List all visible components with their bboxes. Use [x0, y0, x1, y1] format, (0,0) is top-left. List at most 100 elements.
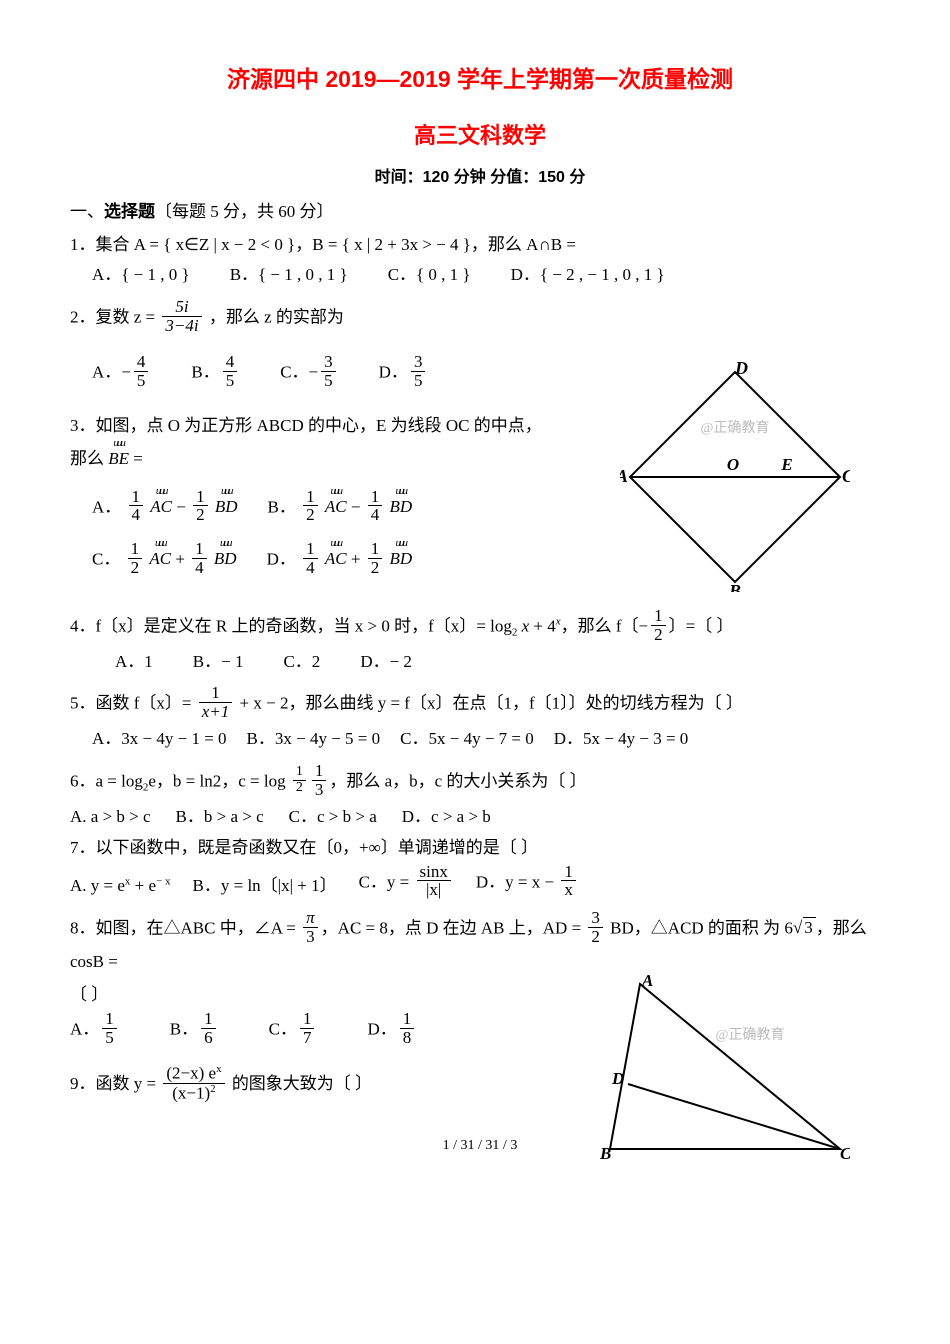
section-1-head: 一、选择题〔每题 5 分，共 60 分〕	[70, 198, 890, 227]
q9-post: 的图象大致为〔 〕	[232, 1074, 372, 1093]
d: x	[561, 881, 576, 899]
q5-opt-a: A．3x − 4y − 1 = 0	[92, 725, 227, 754]
n: 1	[368, 488, 383, 507]
d: 5	[102, 1029, 117, 1047]
question-7: 7．以下函数中，既是奇函数又在〔0，+∞〕单调递增的是〔 〕	[70, 834, 890, 863]
n: 1	[312, 762, 327, 781]
n: sinx	[417, 863, 451, 882]
n: 1	[128, 540, 143, 559]
q8-opt-b: B．16	[170, 1012, 219, 1049]
q3-opt-d: D． 14 AC + 12 BD	[267, 542, 413, 579]
nx: x	[216, 1063, 222, 1075]
d: x+1	[199, 703, 233, 721]
f: 15	[99, 1010, 120, 1047]
n: 1	[368, 540, 383, 559]
d: |x|	[417, 881, 451, 899]
q1-opt-d: D．{ − 2 , − 1 , 0 , 1 }	[511, 261, 665, 290]
n: 3	[588, 909, 603, 928]
op: −	[351, 497, 365, 516]
q9-frac: (2−x) ex (x−1)2	[160, 1064, 227, 1102]
pre: A．	[92, 497, 121, 516]
q8-mid2: BD，△ACD 的面积 为 6	[606, 918, 793, 937]
d: 2	[293, 781, 306, 796]
q7-opt-c: C．y = sinx|x|	[359, 865, 454, 902]
pre: D．	[476, 872, 505, 891]
q2d-pre: D．	[379, 362, 408, 381]
d: 3	[312, 781, 327, 799]
q6-opt-b: B．b > a > c	[176, 803, 264, 832]
vec-AC: AC	[150, 493, 172, 522]
q2-pre: 2．复数 z =	[70, 308, 159, 327]
q8-mid1: ，AC = 8，点 D 在边 AB 上，AD =	[321, 918, 586, 937]
n: 1	[102, 1010, 117, 1029]
q8-opt-c: C．17	[269, 1012, 318, 1049]
figure-triangle-abc: A B C D @正确教育	[600, 974, 850, 1164]
q3-opt-c: C． 12 AC + 14 BD	[92, 542, 237, 579]
n: 1	[199, 684, 233, 703]
q2-post: ，那么 z 的实部为	[209, 308, 344, 327]
q2a-frac: 45	[131, 353, 152, 390]
q9-y: y =	[134, 1074, 161, 1093]
d: 6	[201, 1029, 216, 1047]
d: 4	[303, 559, 318, 577]
q2-opt-a: A．−45	[92, 355, 151, 392]
q4-half: 12	[648, 607, 669, 644]
log-arg: x	[517, 616, 529, 635]
vec-BD: BD	[389, 493, 412, 522]
label-D: D	[611, 1069, 624, 1088]
q8-opt-d: D．18	[367, 1012, 417, 1049]
f: 12	[125, 540, 146, 577]
q8-pi3: π3	[300, 909, 321, 946]
q5-pre: 5．函数 f〔x〕=	[70, 694, 196, 713]
q2c-pre: C．−	[280, 362, 318, 381]
vec-BE: BE	[108, 445, 129, 474]
question-4: 4．f〔x〕是定义在 R 上的奇函数，当 x > 0 时，f〔x〕= log2 …	[70, 609, 890, 646]
vec-BD: BD	[389, 545, 412, 574]
q8-32: 32	[585, 909, 606, 946]
label-B: B	[600, 1144, 611, 1163]
question-6: 6．a = log2e，b = ln2，c = log 1213，那么 a，b，…	[70, 764, 890, 801]
op: +	[175, 549, 189, 568]
vec-AC: AC	[325, 545, 347, 574]
q2c-frac: 35	[318, 353, 339, 390]
q1-opt-b: B．{ − 1 , 0 , 1 }	[230, 261, 348, 290]
d: 5	[134, 372, 149, 390]
d: 5	[411, 372, 426, 390]
dpre: (x−1)	[172, 1084, 210, 1103]
q3-opt-b: B． 12 AC − 14 BD	[268, 490, 413, 527]
q4-post2: 〕=〔 〕	[669, 616, 734, 635]
main-title: 济源四中 2019—2019 学年上学期第一次质量检测	[70, 60, 890, 99]
d: 2	[128, 559, 143, 577]
q4-opt-a: A．1	[115, 648, 153, 677]
n: 4	[223, 353, 238, 372]
q2-opt-b: B．45	[191, 355, 240, 392]
f: 12	[365, 540, 386, 577]
f: 14	[300, 540, 321, 577]
n: 1	[129, 488, 144, 507]
q1-opt-c: C．{ 0 , 1 }	[388, 261, 471, 290]
n: 1	[300, 1010, 315, 1029]
d: 7	[300, 1029, 315, 1047]
n: 1	[192, 540, 207, 559]
f: 14	[365, 488, 386, 525]
d: 4	[192, 559, 207, 577]
f: 18	[397, 1010, 418, 1047]
n: 1	[651, 607, 666, 626]
section-tail: 〔每题 5 分，共 60 分〕	[155, 202, 334, 221]
q4-post1: ，那么 f〔−	[561, 616, 649, 635]
n: 1	[303, 540, 318, 559]
label-E: E	[780, 455, 792, 474]
n: 1	[201, 1010, 216, 1029]
d: 8	[400, 1029, 415, 1047]
q7-opt-b: B．y = ln〔|x| + 1〕	[193, 872, 337, 901]
n: 3	[321, 353, 336, 372]
d: 2	[193, 506, 208, 524]
radicand: 3	[803, 917, 816, 937]
q7-opt-a: A. y = ex + e− x	[70, 872, 171, 901]
d: 2	[588, 928, 603, 946]
sup2: − x	[156, 876, 170, 888]
q2a-pre: A．−	[92, 362, 131, 381]
q5-opt-c: C．5x − 4y − 7 = 0	[400, 725, 534, 754]
pre: B．	[268, 497, 296, 516]
question-8: 8．如图，在△ABC 中，∠A = π3，AC = 8，点 D 在边 AB 上，…	[70, 911, 890, 977]
